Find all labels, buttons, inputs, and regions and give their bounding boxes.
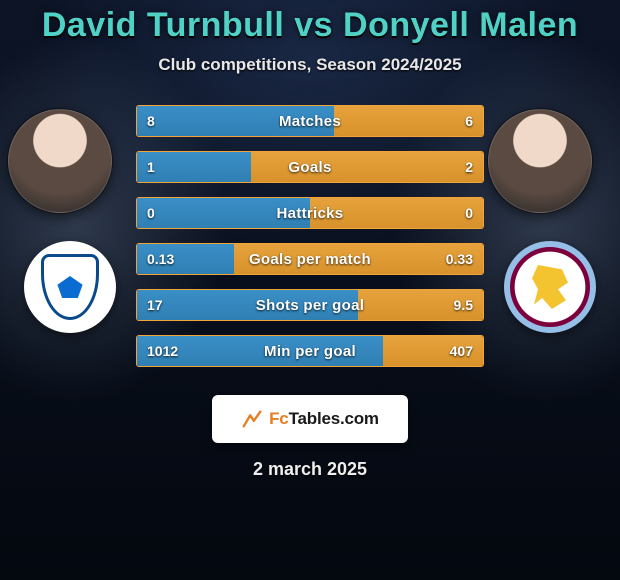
title-player-right: Donyell Malen	[343, 6, 578, 44]
stat-label: Goals	[137, 152, 483, 182]
aston-villa-lion-icon	[530, 265, 570, 309]
fctables-mark-icon	[241, 408, 263, 430]
brand-text-left: Fc	[269, 409, 288, 428]
stat-row: 00Hattricks	[136, 197, 484, 229]
club-left-crest	[24, 241, 116, 333]
stat-row: 0.130.33Goals per match	[136, 243, 484, 275]
cardiff-shield-icon	[41, 254, 99, 320]
title: David Turnbull vs Donyell Malen	[0, 0, 620, 45]
player-left-photo	[8, 109, 112, 213]
stat-label: Min per goal	[137, 336, 483, 366]
club-right-crest	[504, 241, 596, 333]
stat-bars: 86Matches 12Goals 00Hattricks 0.130.33Goals…	[136, 105, 484, 381]
brand-text-right: Tables.com	[289, 409, 379, 428]
stat-label: Hattricks	[137, 198, 483, 228]
stat-row: 179.5Shots per goal	[136, 289, 484, 321]
title-player-left: David Turnbull	[42, 6, 284, 44]
stat-row: 12Goals	[136, 151, 484, 183]
stat-row: 86Matches	[136, 105, 484, 137]
title-vs: vs	[294, 6, 333, 44]
stat-label: Goals per match	[137, 244, 483, 274]
fctables-brand-text: FcTables.com	[269, 409, 379, 429]
date: 2 march 2025	[0, 459, 620, 480]
stat-row: 1012407Min per goal	[136, 335, 484, 367]
stat-label: Shots per goal	[137, 290, 483, 320]
comparison-stage: 86Matches 12Goals 00Hattricks 0.130.33Goals…	[0, 101, 620, 381]
comparison-card: David Turnbull vs Donyell Malen Club com…	[0, 0, 620, 580]
subtitle: Club competitions, Season 2024/2025	[0, 55, 620, 75]
stat-label: Matches	[137, 106, 483, 136]
player-right-photo	[488, 109, 592, 213]
fctables-logo: FcTables.com	[212, 395, 408, 443]
